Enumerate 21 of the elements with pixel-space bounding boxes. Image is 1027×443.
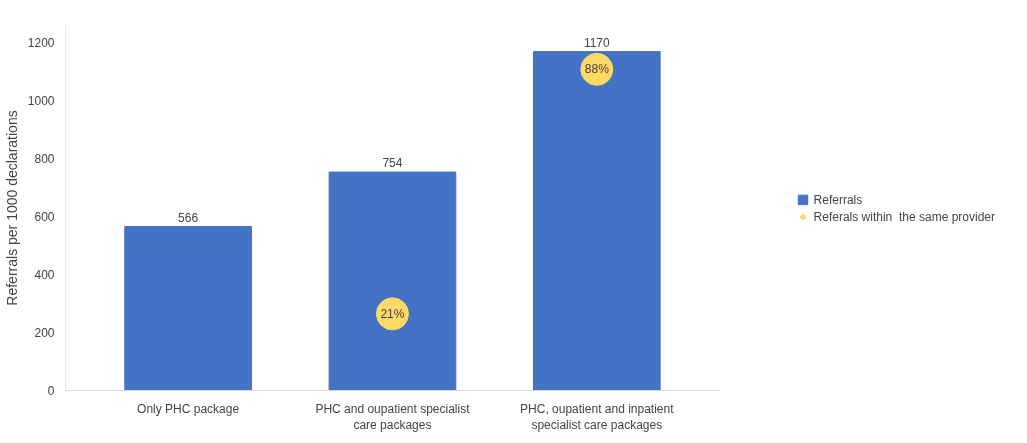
- x-tick-label: PHC, oupatient and inpatient specialist care packages: [520, 401, 675, 433]
- data-label: 1170: [583, 35, 611, 50]
- y-tick-label: 600: [34, 210, 55, 225]
- data-label: 754: [382, 156, 403, 171]
- bar: [124, 226, 252, 391]
- bar: [328, 171, 457, 391]
- y-tick-label: 400: [34, 268, 55, 283]
- x-tick-label: PHC and oupatient specialist care packages: [315, 401, 471, 433]
- y-tick-label: 1200: [27, 36, 55, 51]
- data-label: 21%: [380, 306, 405, 321]
- legend-label: Referals within the same provider: [813, 209, 995, 223]
- y-axis-title: Referrals per 1000 declarations: [3, 110, 20, 306]
- y-tick-label: 0: [47, 384, 55, 398]
- y-tick-label: 800: [34, 152, 55, 167]
- legend-label: Referrals: [813, 192, 863, 206]
- data-label: 88%: [584, 62, 610, 77]
- data-label: 566: [178, 210, 199, 225]
- x-tick-label: Only PHC package: [137, 401, 240, 416]
- bar: [532, 51, 661, 391]
- y-tick-label: 200: [34, 326, 55, 341]
- y-tick-label: 1000: [27, 94, 55, 109]
